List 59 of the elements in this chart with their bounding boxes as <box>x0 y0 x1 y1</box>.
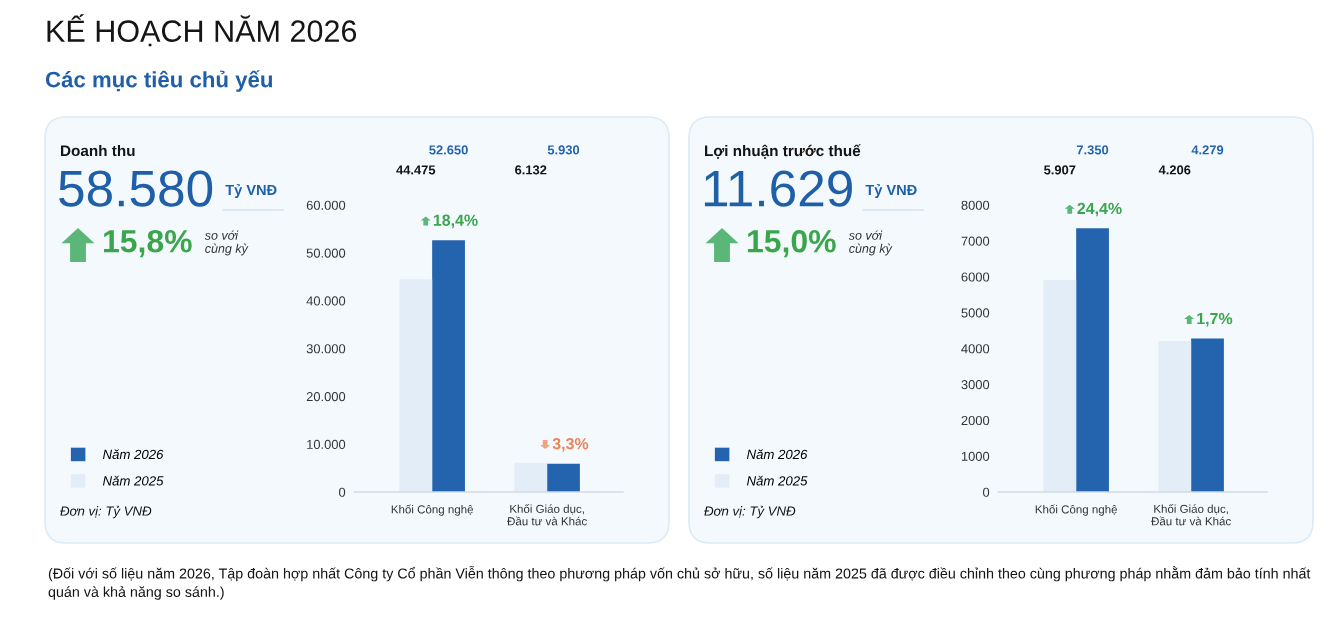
data-label: 7.350 <box>1076 145 1109 155</box>
y-tick-label: 5000 <box>961 308 990 318</box>
text: Đơn vị: Tỷ VNĐ <box>704 505 796 519</box>
text: Đơn vị: Tỷ VNĐ <box>60 505 152 519</box>
bar <box>1043 280 1077 492</box>
data-label: 44.475 <box>396 165 436 175</box>
bar <box>1191 338 1224 492</box>
legend-label: Năm 2025 <box>746 475 808 486</box>
y-tick-label: 10.000 <box>307 439 346 449</box>
annotation: 24,4% <box>1077 202 1122 217</box>
y-tick-label: 0 <box>982 487 990 497</box>
bar <box>432 240 465 492</box>
y-tick-label: 4000 <box>961 344 990 354</box>
bar <box>1158 341 1192 492</box>
text: 58.580 <box>59 170 213 207</box>
data-label: 4.206 <box>1158 165 1191 175</box>
x-tick-label: Khối Giáo dục, Đầu tư và Khác <box>1151 503 1231 526</box>
text: so với cùng kỳ <box>848 230 893 256</box>
text: Tỷ VNĐ <box>225 184 277 198</box>
y-tick-label: 20.000 <box>306 391 346 402</box>
annotation: 18,4% <box>433 214 478 229</box>
text: Doanh thu <box>61 144 135 157</box>
y-tick-label: 60.000 <box>306 200 346 210</box>
bar <box>547 463 580 492</box>
legend-label: Năm 2026 <box>102 449 164 460</box>
text: Các mục tiêu chủ yếu <box>45 70 272 92</box>
y-tick-label: 6000 <box>961 272 990 282</box>
text: so với cùng kỳ <box>204 230 249 256</box>
y-tick-label: 30.000 <box>306 344 346 354</box>
y-tick-label: 0 <box>338 487 346 497</box>
data-label: 52.650 <box>429 145 468 155</box>
data-label: 5.930 <box>547 145 580 155</box>
text: KẾ HOẠCH NĂM 2026 <box>47 14 357 47</box>
bar <box>399 279 433 492</box>
y-tick-label: 2000 <box>961 415 990 426</box>
y-tick-label: 7000 <box>961 236 990 246</box>
x-tick-label: Khối Giáo dục, Đầu tư và Khác <box>507 503 587 526</box>
y-tick-label: 40.000 <box>306 296 346 306</box>
text: (Đối với số liệu năm 2026, Tập đoàn hợp nhất Công ty Cổ phần Viễn thông theo phương pháp vốn chủ sở hữu, số liệu năm 2025 đã được điều chỉnh theo cùng phương pháp nhằm đảm bảo tính nhất quán và khả năng so sánh.) <box>48 566 1311 600</box>
bar <box>514 462 548 492</box>
legend-label: Năm 2026 <box>746 449 808 460</box>
data-label: 4.279 <box>1191 145 1224 155</box>
bar <box>1076 228 1109 492</box>
text: Tỷ VNĐ <box>865 184 917 198</box>
text: 15,0% <box>748 229 836 258</box>
y-tick-label: 3000 <box>961 380 990 390</box>
annotation: 1,7% <box>1197 312 1233 327</box>
y-tick-label: 8000 <box>961 200 990 210</box>
y-tick-label: 1000 <box>961 451 990 461</box>
text: Lợi nhuận trước thuế <box>705 144 861 159</box>
data-label: 6.132 <box>515 165 547 175</box>
y-tick-label: 50.000 <box>306 248 346 258</box>
text: 15,8% <box>104 229 192 258</box>
annotation: 3,3% <box>552 438 589 452</box>
x-tick-label: Khối Công nghệ <box>391 504 473 516</box>
data-label: 5.907 <box>1044 165 1076 175</box>
text: 11.629 <box>704 170 852 207</box>
x-tick-label: Khối Công nghệ <box>1035 504 1117 516</box>
legend-label: Năm 2025 <box>102 475 164 486</box>
